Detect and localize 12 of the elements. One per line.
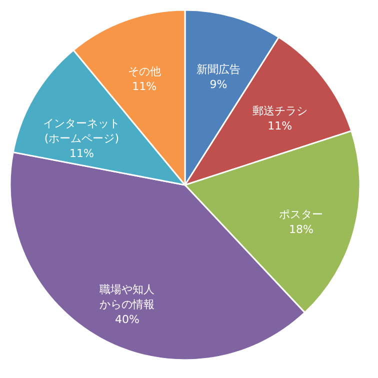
data-label: 11% bbox=[69, 146, 94, 160]
data-label: 9% bbox=[210, 78, 228, 91]
data-label: 11% bbox=[268, 119, 292, 132]
slice-label: その他 bbox=[128, 65, 161, 78]
slice-label: インターネット(ホームページ) bbox=[43, 116, 120, 145]
data-label: 40% bbox=[114, 313, 140, 326]
data-label: 18% bbox=[289, 222, 314, 236]
data-label: 11% bbox=[132, 80, 157, 94]
slice-label: ポスター bbox=[279, 208, 324, 221]
slice-label: 新聞広告 bbox=[196, 62, 240, 76]
slice-label: 郵送チラシ bbox=[252, 104, 308, 118]
slice-label: 職場や知人からの情報 bbox=[100, 283, 155, 312]
